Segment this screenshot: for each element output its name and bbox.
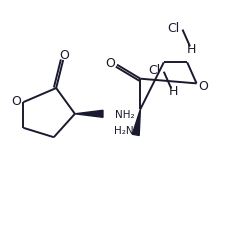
- Text: Cl: Cl: [148, 64, 161, 77]
- Text: O: O: [105, 57, 115, 70]
- Text: O: O: [59, 48, 69, 61]
- Text: O: O: [199, 80, 208, 93]
- Polygon shape: [132, 110, 140, 136]
- Text: O: O: [11, 95, 21, 108]
- Text: H: H: [187, 43, 197, 55]
- Text: Cl: Cl: [167, 22, 179, 35]
- Polygon shape: [75, 111, 103, 118]
- Text: H₂N: H₂N: [114, 126, 133, 136]
- Text: NH₂: NH₂: [115, 109, 134, 119]
- Text: H: H: [168, 85, 178, 98]
